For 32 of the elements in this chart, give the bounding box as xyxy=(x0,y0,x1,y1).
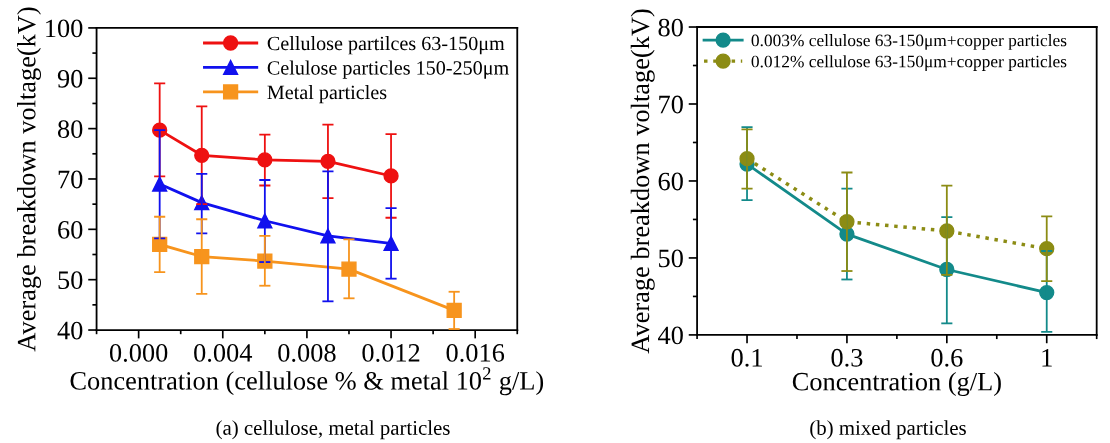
x-tick-label: 0.1 xyxy=(731,348,762,367)
y-tick-label: 40 xyxy=(658,326,683,345)
x-tick-label: 0.016 xyxy=(446,343,505,362)
x-tick-label: 0.004 xyxy=(194,343,253,362)
y-tick-label: 90 xyxy=(57,69,83,88)
y-tick-label: 70 xyxy=(659,95,683,114)
legend-label: Metal particles xyxy=(267,84,387,104)
y-tick-label: 40 xyxy=(57,321,83,340)
y-tick-label: 80 xyxy=(658,18,683,37)
text: (a) cellulose, metal particles xyxy=(216,420,450,440)
x-axis-title: Concentration (cellulose % & metal 10$^{2}$ g/L) xyxy=(70,367,544,396)
legend-label: 0.003% cellulose 63-150μm+copper particles xyxy=(751,34,1067,50)
y-tick-label: 50 xyxy=(58,271,83,290)
x-tick-label: 0.000 xyxy=(109,343,168,362)
legend-label: Cellulose partilces 63-150μm xyxy=(267,36,505,55)
y-tick-label: 80 xyxy=(57,120,83,139)
y-tick-label: 100 xyxy=(46,19,83,38)
x-tick-label: 0.012 xyxy=(362,343,420,362)
x-tick-label: 0.008 xyxy=(278,343,336,362)
y-tick-label: 70 xyxy=(58,170,83,189)
y-tick-label: 60 xyxy=(658,172,683,191)
legend-label: 0.012% cellulose 63-150μm+copper particles xyxy=(751,55,1067,71)
x-axis-title: Concentration (g/L) xyxy=(792,372,1001,397)
y-tick-label: 50 xyxy=(659,249,683,268)
x-tick-label: 1 xyxy=(1042,348,1052,367)
y-axis-title: Average breakdown voltage(kV) xyxy=(17,7,42,352)
x-tick-label: 0.3 xyxy=(831,348,863,367)
x-tick-label: 0.6 xyxy=(931,348,963,367)
y-axis-title: Average breakdown voltage(kV) xyxy=(630,9,655,354)
y-tick-label: 60 xyxy=(58,220,83,239)
text: (b) mixed particles xyxy=(810,420,966,440)
legend-label: Celulose particles 150-250μm xyxy=(267,60,509,79)
